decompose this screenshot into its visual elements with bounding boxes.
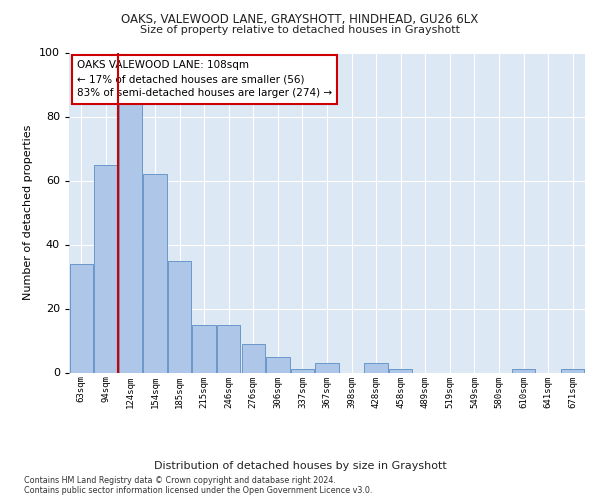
Bar bbox=[119, 100, 142, 372]
Bar bbox=[70, 264, 93, 372]
Bar bbox=[291, 370, 314, 372]
Y-axis label: Number of detached properties: Number of detached properties bbox=[23, 125, 34, 300]
Bar bbox=[193, 324, 216, 372]
Bar bbox=[143, 174, 167, 372]
Bar bbox=[266, 356, 290, 372]
Text: OAKS, VALEWOOD LANE, GRAYSHOTT, HINDHEAD, GU26 6LX: OAKS, VALEWOOD LANE, GRAYSHOTT, HINDHEAD… bbox=[121, 12, 479, 26]
Bar bbox=[168, 260, 191, 372]
Text: Size of property relative to detached houses in Grayshott: Size of property relative to detached ho… bbox=[140, 25, 460, 35]
Text: Distribution of detached houses by size in Grayshott: Distribution of detached houses by size … bbox=[154, 461, 446, 471]
Bar bbox=[217, 324, 241, 372]
Bar bbox=[94, 164, 118, 372]
Bar bbox=[316, 363, 338, 372]
Text: OAKS VALEWOOD LANE: 108sqm
← 17% of detached houses are smaller (56)
83% of semi: OAKS VALEWOOD LANE: 108sqm ← 17% of deta… bbox=[77, 60, 332, 98]
Bar bbox=[561, 370, 584, 372]
Bar bbox=[364, 363, 388, 372]
Text: Contains HM Land Registry data © Crown copyright and database right 2024.: Contains HM Land Registry data © Crown c… bbox=[24, 476, 336, 485]
Bar bbox=[512, 370, 535, 372]
Bar bbox=[242, 344, 265, 372]
Text: Contains public sector information licensed under the Open Government Licence v3: Contains public sector information licen… bbox=[24, 486, 373, 495]
Bar bbox=[389, 370, 412, 372]
